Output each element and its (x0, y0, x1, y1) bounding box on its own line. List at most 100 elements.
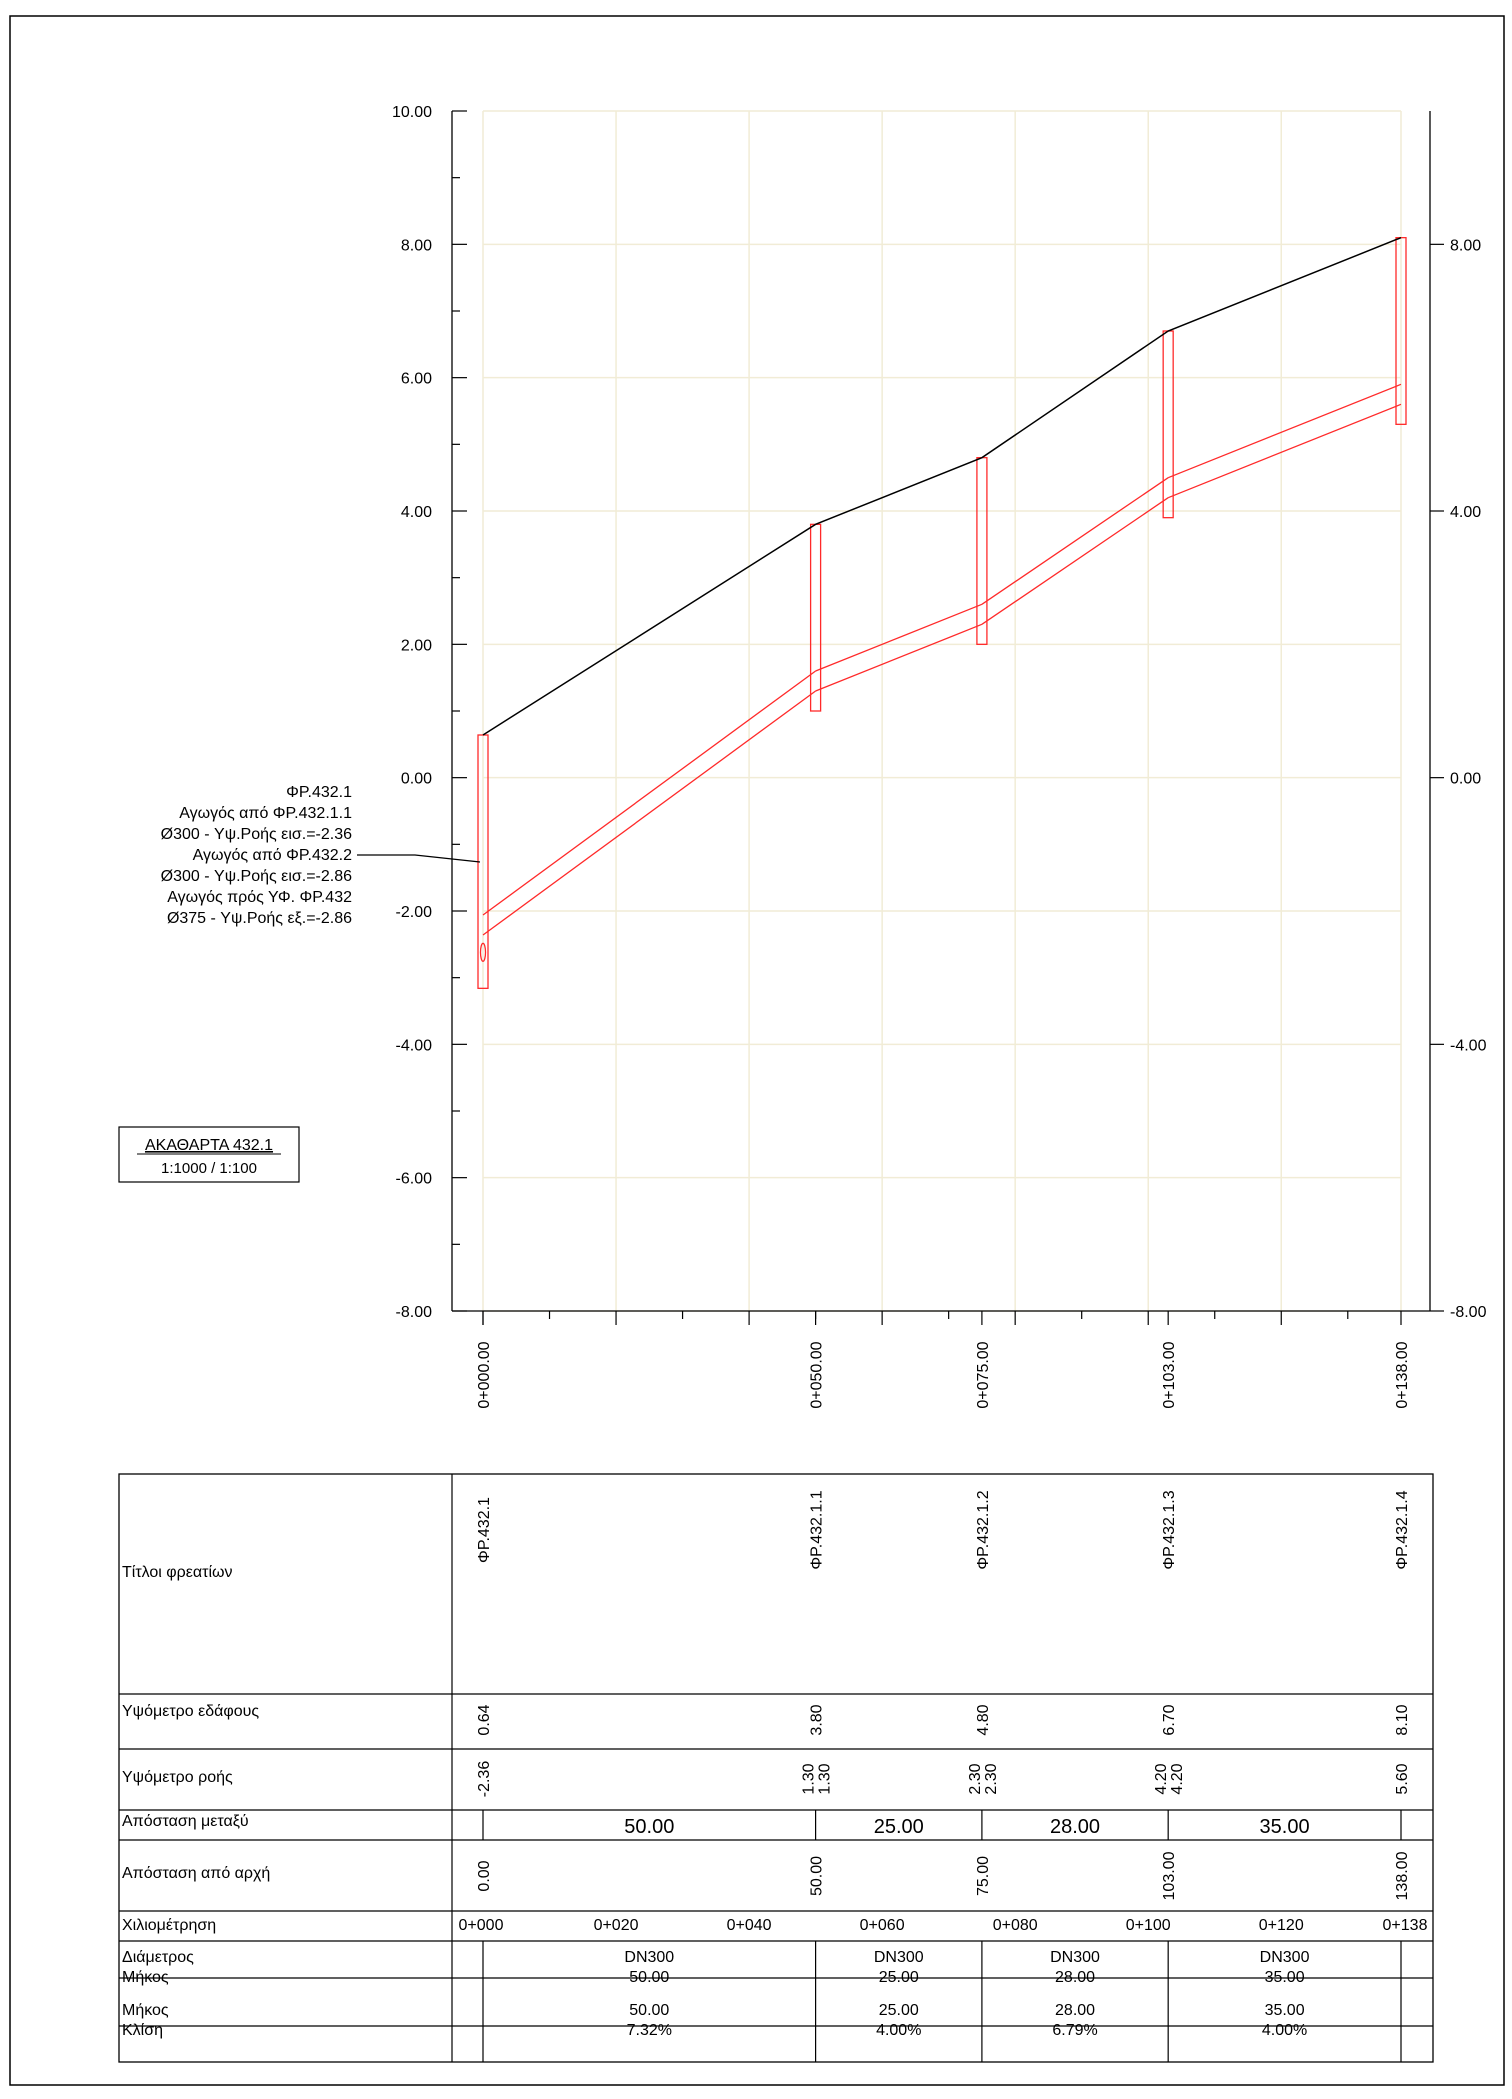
ground-elevation-cell: 0.64 (476, 1704, 493, 1735)
sheet-frame (9, 15, 1505, 2086)
slope-cell: 4.00% (1262, 2022, 1307, 2039)
table-border (118, 1473, 1434, 2063)
flow-elevation-cell: 1.30 (801, 1763, 818, 1794)
distance-from-start-cell: 75.00 (975, 1856, 992, 1896)
right-tick-label: 4.00 (1450, 504, 1481, 521)
manhole-inlet-marker (479, 942, 487, 962)
row-label-ground: Υψόμετρο εδάφους (122, 1703, 259, 1720)
row-label-length: Μήκος (122, 1969, 169, 1986)
manhole-title-cell: ΦΡ.432.1 (476, 1497, 493, 1563)
station-labels: 0+000.00 0+050.00 0+075.00 0+103.00 0+138.00 (476, 1341, 1411, 1408)
left-tick-label: 2.00 (401, 637, 432, 654)
row-label-titles: Τίτλοι φρεατίων (122, 1564, 233, 1581)
pipe-crown-line (981, 477, 1169, 605)
chainage-cell: 0+120 (1259, 1917, 1304, 1934)
drawing-title: ΑΚΑΘΑΡΤΑ 432.1 (145, 1137, 273, 1154)
title-box (118, 1126, 300, 1183)
ground-elevation-cell: 4.80 (975, 1704, 992, 1735)
chainage-cell: 0+138 (1383, 1917, 1428, 1934)
manhole-shaft (1162, 330, 1174, 519)
pipe-crown-line (482, 670, 816, 916)
length-cell: 35.00 (1265, 2002, 1305, 2019)
distance-from-start-cell: 138.00 (1394, 1851, 1411, 1900)
slope-cell: 6.79% (1052, 2022, 1097, 2039)
flow-elevation-cell: 2.30 (967, 1763, 984, 1794)
chainage-cell: 0+100 (1126, 1917, 1171, 1934)
manhole-shaft (809, 523, 822, 712)
slope-cell: 4.00% (876, 2022, 921, 2039)
row-label-dist-start: Απόσταση από αρχή (122, 1865, 270, 1882)
right-tick-label: -4.00 (1450, 1037, 1487, 1054)
ground-elevation-cell: 6.70 (1161, 1704, 1178, 1735)
left-tick-label: -8.00 (396, 1304, 433, 1321)
pipe-profile (482, 383, 1402, 936)
chainage-cell: 0+000 (459, 1917, 504, 1934)
manhole-shafts (477, 237, 1407, 989)
table-grid (118, 1473, 1434, 2063)
annotation-line: Αγωγός πρός ΥΦ. ΦΡ.432 (167, 889, 352, 906)
left-tick-label: -2.00 (396, 904, 433, 921)
pipe-crown-line (815, 603, 983, 672)
annotation-line: ΦΡ.432.1 (286, 784, 352, 801)
distance-from-start-cell: 0.00 (476, 1860, 493, 1891)
left-tick-label: 4.00 (401, 504, 432, 521)
left-tick-label: 0.00 (401, 771, 432, 788)
right-tick-label: -8.00 (1450, 1304, 1487, 1321)
manhole-shaft (976, 457, 988, 645)
row-label-flow: Υψόμετρο ροής (122, 1769, 233, 1786)
manhole-annotation: ΦΡ.432.1 Αγωγός από ΦΡ.432.1.1 Ø300 - Υψ… (161, 784, 481, 927)
pipe-invert-line (1167, 403, 1402, 499)
flow-elevation-cell: 1.30 (817, 1763, 834, 1794)
plot-axes: 10.00 8.00 6.00 4.00 2.00 0.00 -2.00 -4.00 -6.00… (392, 104, 1487, 1325)
left-tick-label: -6.00 (396, 1171, 433, 1188)
right-tick-label: 8.00 (1450, 237, 1481, 254)
chainage-cell: 0+060 (860, 1917, 905, 1934)
manhole-title-cell: ΦΡ.432.1.1 (809, 1490, 826, 1569)
annotation-line: Ø375 - Υψ.Ροής εξ.=-2.86 (167, 910, 352, 927)
annotation-line: Αγωγός από ΦΡ.432.2 (193, 847, 353, 864)
flow-elevation-cell: 2.30 (983, 1763, 1000, 1794)
length-cell: 50.00 (629, 2002, 669, 2019)
left-tick-label: 8.00 (401, 237, 432, 254)
drawing-title-block: ΑΚΑΘΑΡΤΑ 432.1 1:1000 / 1:100 (118, 1126, 300, 1183)
slope-cell: 7.32% (627, 2022, 672, 2039)
profile-plot: 10.00 8.00 6.00 4.00 2.00 0.00 -2.00 -4.00 -6.00… (392, 104, 1487, 1409)
flow-elevation-cell: -2.36 (476, 1761, 493, 1798)
segment-length-cell: 28.00 (1055, 1969, 1095, 1986)
flow-elevation-cell: 5.60 (1394, 1763, 1411, 1794)
ground-line (482, 236, 1402, 736)
chainage-cell: 0+020 (594, 1917, 639, 1934)
distance-between-cell: 50.00 (624, 1816, 674, 1838)
drawing-scale: 1:1000 / 1:100 (161, 1160, 257, 1177)
station-label: 0+000.00 (476, 1341, 493, 1408)
row-label-dist-between: Απόσταση μεταξύ (122, 1813, 249, 1830)
ground-profile-line (482, 236, 1402, 736)
station-label: 0+103.00 (1161, 1341, 1178, 1408)
diameter-cell: DN300 (624, 1949, 674, 1966)
ground-elevation-cell: 3.80 (809, 1704, 826, 1735)
distance-from-start-cell: 50.00 (809, 1856, 826, 1896)
station-label: 0+075.00 (975, 1341, 992, 1408)
annotation-line: Ø300 - Υψ.Ροής εισ.=-2.86 (161, 868, 352, 885)
annotation-line: Αγωγός από ΦΡ.432.1.1 (179, 805, 352, 822)
station-label: 0+050.00 (809, 1341, 826, 1408)
left-tick-label: 6.00 (401, 371, 432, 388)
segment-length-cell: 35.00 (1265, 1969, 1305, 1986)
length-cell: 25.00 (879, 2002, 919, 2019)
segment-length-cell: 50.00 (629, 1969, 669, 1986)
distance-between-cell: 35.00 (1260, 1816, 1310, 1838)
segment-length-cell: 25.00 (879, 1969, 919, 1986)
distance-from-start-cell: 103.00 (1161, 1851, 1178, 1900)
row-label-diameter: Διάμετρος (122, 1949, 194, 1966)
distance-between-cell: 28.00 (1050, 1816, 1100, 1838)
manhole-title-cell: ΦΡ.432.1.3 (1161, 1490, 1178, 1569)
chainage-cell: 0+040 (727, 1917, 772, 1934)
distance-between-cell: 25.00 (874, 1816, 924, 1838)
flow-elevation-cell: 4.20 (1153, 1763, 1170, 1794)
ground-elevation-cell: 8.10 (1394, 1704, 1411, 1735)
length-cell: 28.00 (1055, 2002, 1095, 2019)
profile-data-table: Τίτλοι φρεατίων Υψόμετρο εδάφους Υψόμετρ… (118, 1473, 1434, 2063)
manhole-title-cell: ΦΡ.432.1.4 (1394, 1490, 1411, 1569)
